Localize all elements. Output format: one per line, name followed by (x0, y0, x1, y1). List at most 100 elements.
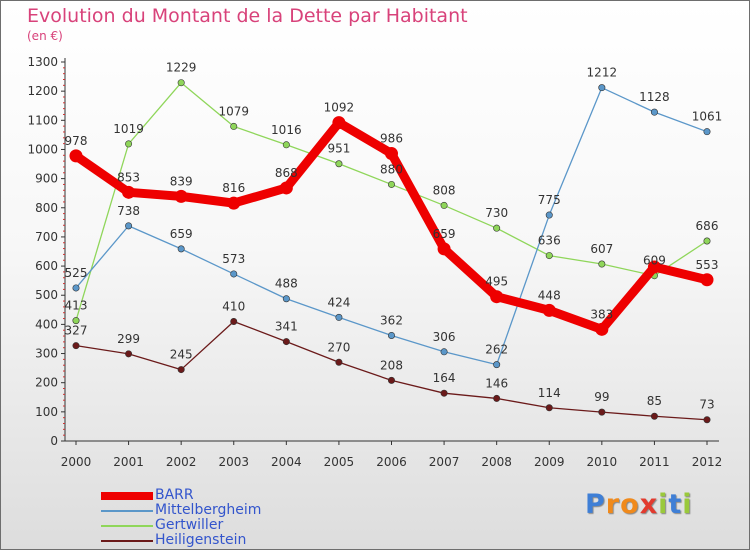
data-label-mittelbergheim: 573 (222, 252, 245, 266)
data-label-barr: 868 (275, 166, 298, 180)
legend-swatch (101, 525, 153, 527)
data-label-barr: 816 (222, 181, 245, 195)
data-label-mittelbergheim: 1212 (587, 66, 618, 80)
data-label-heiligenstein: 164 (433, 371, 456, 385)
data-label-mittelbergheim: 1061 (692, 110, 723, 124)
legend-label: Heiligenstein (155, 532, 247, 548)
logo-letter: P (585, 489, 606, 520)
y-tick-label: 700 (35, 230, 58, 244)
data-point-heiligenstein (72, 342, 80, 350)
data-label-gertwiller: 607 (590, 242, 613, 256)
chart-subtitle: (en €) (27, 29, 63, 43)
y-tick-label: 800 (35, 201, 58, 215)
legend-label: Gertwiller (155, 517, 224, 533)
data-point-gertwiller (230, 122, 238, 130)
logo-letter: o (620, 489, 640, 520)
data-label-heiligenstein: 99 (594, 390, 609, 404)
data-label-gertwiller: 686 (696, 219, 719, 233)
data-label-gertwiller: 1019 (113, 122, 144, 136)
x-tick-label: 2009 (534, 455, 565, 469)
data-label-gertwiller: 730 (485, 206, 508, 220)
x-tick-label: 2002 (166, 455, 197, 469)
logo-letter: x (639, 489, 659, 520)
x-tick-label: 2001 (113, 455, 144, 469)
data-label-barr: 553 (696, 258, 719, 272)
data-label-mittelbergheim: 306 (433, 330, 456, 344)
y-tick-label: 600 (35, 259, 58, 273)
data-point-barr (69, 149, 83, 163)
data-label-mittelbergheim: 775 (538, 193, 561, 207)
data-label-gertwiller: 609 (643, 254, 666, 268)
data-point-gertwiller (493, 224, 501, 232)
data-label-gertwiller: 1229 (166, 61, 197, 75)
data-point-barr (279, 181, 293, 195)
data-label-gertwiller: 413 (65, 299, 88, 313)
data-label-heiligenstein: 245 (170, 348, 193, 362)
x-tick-label: 2008 (481, 455, 512, 469)
data-label-gertwiller: 1079 (218, 104, 249, 118)
data-point-gertwiller (598, 260, 606, 268)
data-point-mittelbergheim (598, 84, 606, 92)
data-point-mittelbergheim (440, 348, 448, 356)
legend-label: Mittelbergheim (155, 502, 262, 518)
data-point-mittelbergheim (72, 284, 80, 292)
data-label-barr: 1092 (324, 101, 355, 115)
data-point-gertwiller (282, 141, 290, 149)
data-label-mittelbergheim: 262 (485, 343, 508, 357)
data-label-barr: 383 (590, 307, 613, 321)
data-point-heiligenstein (545, 404, 553, 412)
data-point-gertwiller (177, 79, 185, 87)
data-label-heiligenstein: 410 (222, 299, 245, 313)
data-label-mittelbergheim: 362 (380, 313, 403, 327)
y-tick-label: 900 (35, 172, 58, 186)
y-tick-label: 1300 (27, 55, 58, 69)
data-point-heiligenstein (125, 350, 133, 358)
data-point-gertwiller (440, 201, 448, 209)
data-point-heiligenstein (282, 338, 290, 346)
data-label-barr: 853 (117, 170, 140, 184)
data-label-heiligenstein: 299 (117, 332, 140, 346)
data-point-barr (542, 303, 556, 317)
data-label-mittelbergheim: 488 (275, 277, 298, 291)
data-label-heiligenstein: 270 (327, 340, 350, 354)
data-label-gertwiller: 951 (327, 142, 350, 156)
y-tick-label: 0 (50, 434, 58, 448)
data-point-gertwiller (72, 317, 80, 325)
data-point-mittelbergheim (177, 245, 185, 253)
legend-label: BARR (155, 487, 194, 503)
data-label-barr: 839 (170, 174, 193, 188)
data-point-gertwiller (335, 160, 343, 168)
data-point-mittelbergheim (650, 108, 658, 116)
proxiti-logo: Proxiti (585, 489, 693, 520)
data-point-mittelbergheim (545, 211, 553, 219)
data-point-barr (227, 196, 241, 210)
y-tick-label: 1100 (27, 113, 58, 127)
data-point-barr (490, 290, 504, 304)
y-tick-label: 200 (35, 376, 58, 390)
data-label-mittelbergheim: 659 (170, 227, 193, 241)
data-point-gertwiller (125, 140, 133, 148)
data-label-gertwiller: 880 (380, 162, 403, 176)
y-tick-label: 400 (35, 317, 58, 331)
data-point-gertwiller (387, 180, 395, 188)
data-label-barr: 659 (433, 227, 456, 241)
data-point-heiligenstein (703, 416, 711, 424)
data-label-mittelbergheim: 424 (327, 295, 350, 309)
data-label-gertwiller: 1016 (271, 123, 302, 137)
x-tick-label: 2004 (271, 455, 302, 469)
data-label-heiligenstein: 85 (647, 394, 662, 408)
data-label-mittelbergheim: 738 (117, 204, 140, 218)
logo-letter: r (605, 489, 621, 520)
y-tick-label: 500 (35, 288, 58, 302)
data-point-heiligenstein (493, 394, 501, 402)
data-point-barr (647, 260, 661, 274)
data-point-mittelbergheim (493, 361, 501, 369)
data-label-barr: 495 (485, 275, 508, 289)
data-point-heiligenstein (387, 376, 395, 384)
data-point-heiligenstein (335, 358, 343, 366)
data-point-heiligenstein (440, 389, 448, 397)
data-point-heiligenstein (598, 408, 606, 416)
data-label-heiligenstein: 114 (538, 386, 561, 400)
